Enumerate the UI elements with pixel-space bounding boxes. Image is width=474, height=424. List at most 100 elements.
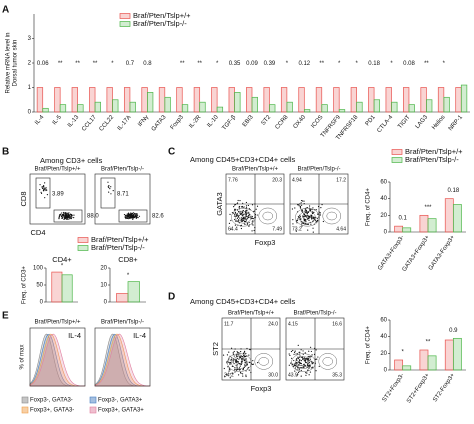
flow-dot: [243, 217, 245, 219]
y-tick-label: 0: [28, 110, 32, 116]
flow-dot: [239, 217, 241, 219]
flow-dot: [296, 204, 299, 206]
flow-dot: [298, 359, 301, 361]
flow-dot: [257, 362, 259, 364]
flow-dot: [306, 213, 308, 215]
flow-dot: [294, 370, 296, 372]
bar: [193, 87, 201, 113]
flow-dot: [303, 363, 305, 365]
flow-dot: [228, 370, 230, 372]
bar: [452, 337, 462, 371]
flow-dot: [301, 366, 303, 369]
flow-dot: [310, 350, 312, 353]
plot-label: IL-4: [68, 331, 81, 340]
contour: [291, 353, 316, 372]
flow-dot: [64, 218, 67, 220]
flow-dot: [71, 214, 73, 216]
legend-swatch: [77, 245, 89, 251]
flow-dot: [297, 371, 300, 374]
flow-dot: [312, 217, 314, 219]
flow-dot: [63, 212, 65, 214]
flow-dot: [234, 224, 237, 226]
x-tick-label: GATA3-Foxp3+: [428, 234, 457, 271]
flow-dot: [304, 365, 306, 367]
x-tick-label: Helios: [431, 114, 446, 131]
flow-dot: [308, 364, 310, 366]
flow-dot: [136, 215, 138, 218]
flow-dot: [293, 353, 295, 355]
quadrant-value: 24.0: [268, 321, 278, 327]
flow-dot: [239, 213, 242, 215]
flow-dot: [247, 215, 250, 217]
flow-dot: [253, 210, 255, 213]
bar: [333, 87, 340, 113]
flow-dot: [39, 184, 41, 186]
flow-dot: [68, 215, 70, 218]
flow-dot: [308, 367, 310, 369]
significance: *: [443, 61, 446, 67]
bar: [141, 87, 148, 113]
flow-dot: [43, 189, 45, 191]
flow-dot: [297, 356, 299, 358]
flow-dot: [307, 355, 309, 358]
flow-dot: [242, 215, 244, 217]
panel-label: A: [2, 5, 9, 16]
flow-dot: [297, 361, 300, 363]
flow-dot: [133, 217, 135, 219]
flow-dot: [251, 215, 253, 218]
contour: [299, 210, 316, 224]
bar: [420, 87, 427, 113]
flow-dot: [315, 349, 317, 351]
bar: [402, 365, 412, 371]
flow-dot: [292, 223, 294, 225]
flow-dot: [242, 202, 244, 204]
flow-dot: [291, 208, 294, 210]
flow-dot: [235, 364, 237, 366]
x-tick-label: GATA3: [151, 114, 168, 133]
y-tick-label: 3: [28, 36, 32, 42]
legend-label: Foxp3+, GATA3+: [98, 408, 144, 414]
plot-frame: [29, 327, 86, 387]
flow-dot: [315, 221, 317, 223]
flow-dot: [226, 362, 228, 364]
flow-dot: [307, 360, 309, 362]
bar: [426, 99, 433, 113]
panel-label: C: [168, 147, 175, 158]
bar: [373, 99, 381, 113]
flow-dot: [66, 216, 69, 218]
flow-dot: [126, 215, 128, 217]
flow-dot: [229, 377, 231, 379]
flow-dot: [69, 214, 71, 216]
contour: [318, 353, 338, 370]
flow-dot: [240, 212, 243, 214]
flow-dot: [311, 363, 314, 365]
plot-header: Braf/Pten/Tslp+/+: [34, 320, 81, 326]
flow-dot: [244, 355, 246, 358]
flow-dot: [290, 362, 292, 364]
significance: *: [286, 61, 289, 67]
legend-label: Foxp3-, GATA3-: [30, 398, 73, 404]
flow-dot: [42, 185, 44, 187]
flow-dot: [240, 219, 242, 221]
flow-dot: [245, 205, 248, 207]
flow-dot: [296, 219, 299, 222]
bar: [403, 87, 410, 113]
flow-dot: [244, 362, 246, 364]
flow-dot: [247, 216, 250, 219]
y-axis-label: Dorsal tumor skin: [13, 40, 19, 87]
flow-dot: [238, 206, 240, 208]
flow-dot: [319, 212, 321, 214]
flow-dot: [244, 213, 246, 215]
flow-dot: [245, 360, 247, 362]
flow-dot: [251, 230, 253, 232]
legend-label: Foxp3+, GATA3-: [30, 408, 74, 414]
flow-dot: [229, 363, 231, 365]
quadrant-value: 4.94: [292, 177, 302, 183]
significance: **: [197, 61, 202, 67]
bar: [181, 104, 189, 113]
flow-dot: [240, 355, 242, 357]
significance: 0.18: [368, 61, 380, 67]
flow-dot: [241, 220, 243, 222]
panel-title: Among CD3+ cells: [40, 156, 103, 165]
flow-dot: [109, 188, 111, 190]
